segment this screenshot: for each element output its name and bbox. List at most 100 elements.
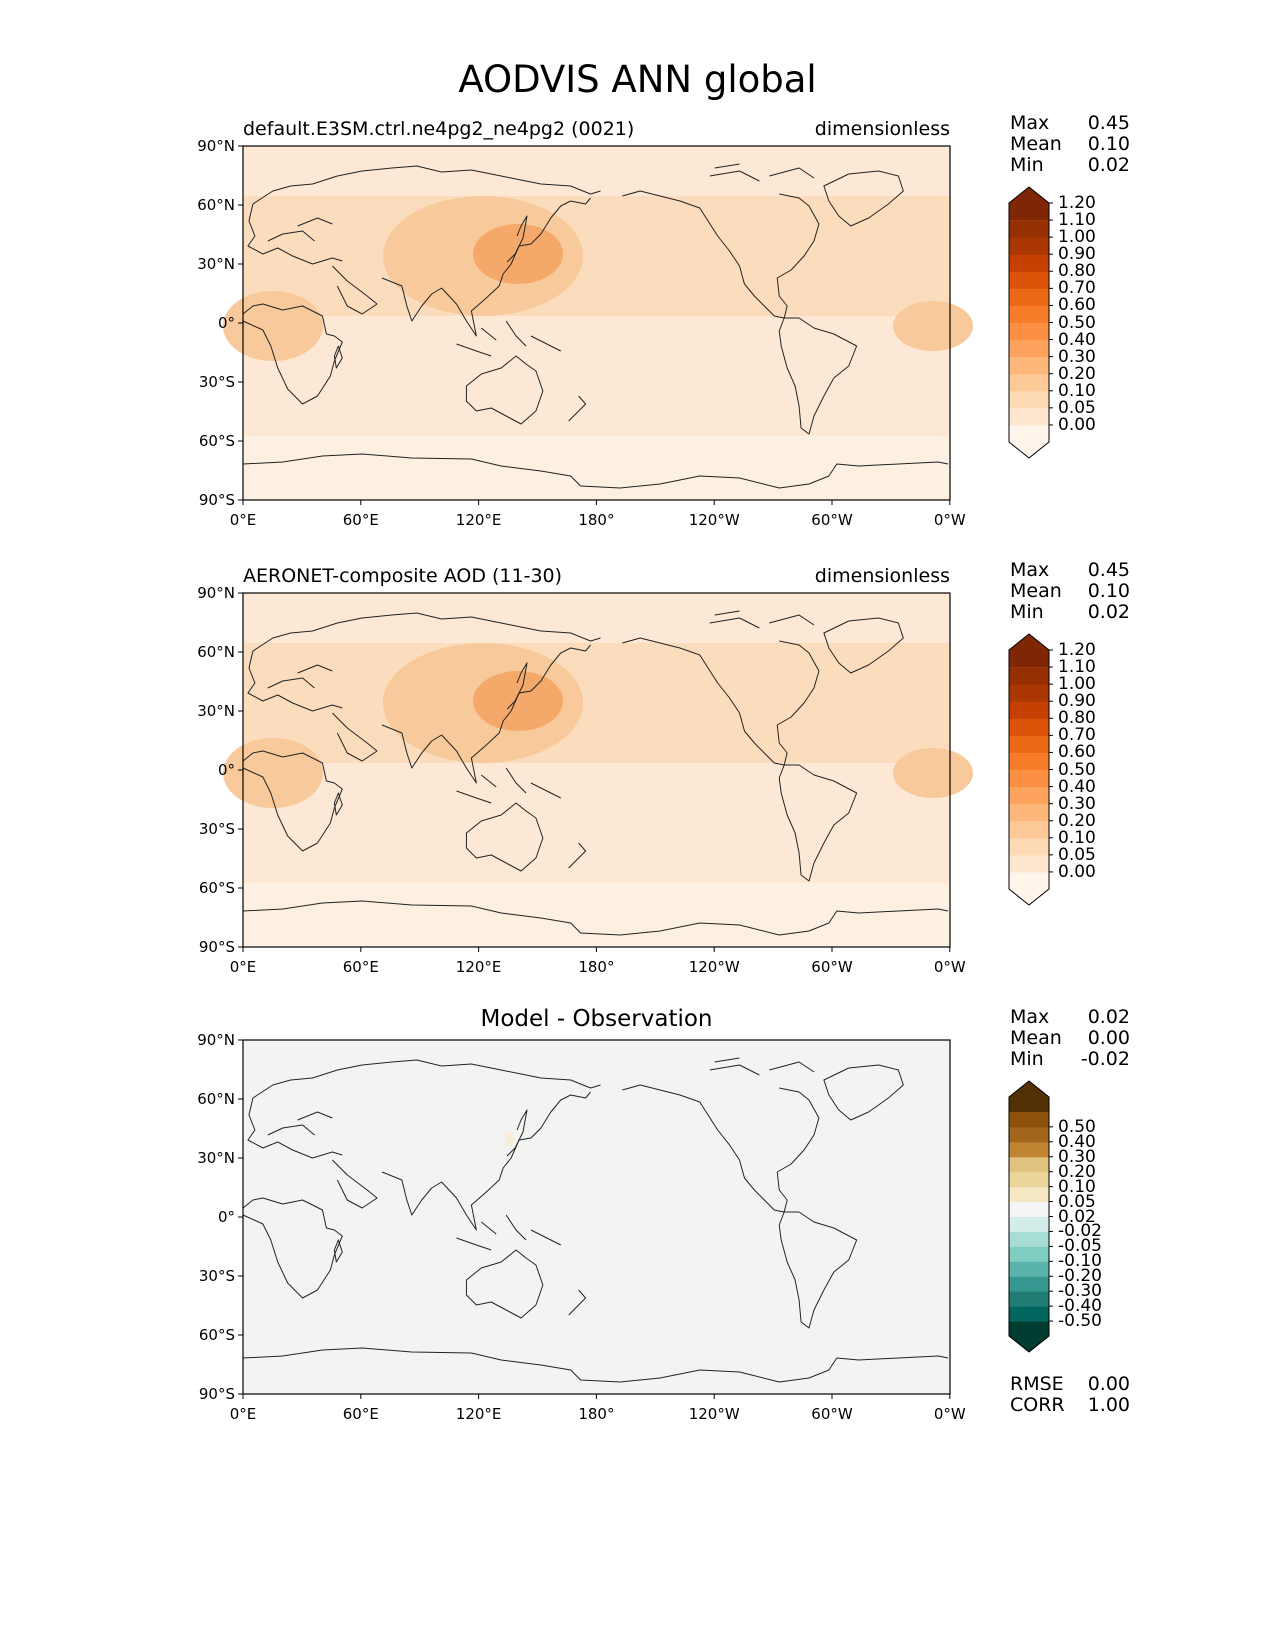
lon-axis: 0°E 60°E 120°E 180° 120°W 60°W 0°W (230, 947, 966, 976)
colorbar-tick-label: 0.40 (1058, 1131, 1096, 1152)
colorbar-tick-label: 1.20 (1058, 193, 1096, 213)
lat-tick-label: 0° (218, 1208, 235, 1226)
colorbar-segment (1009, 735, 1049, 753)
stat-label: Max (1010, 1006, 1050, 1028)
aerosol-plume-core (473, 671, 563, 731)
colorbar-tick-label: 0.00 (1058, 861, 1096, 882)
lat-tick-label: 60°S (199, 1326, 235, 1344)
lat-tick-label: 30°N (197, 255, 235, 273)
lon-tick-label: 120°W (689, 958, 740, 976)
colorbar-segment (1009, 786, 1049, 805)
colorbar-tick-label: 0.70 (1058, 725, 1096, 746)
stat-value: 0.02 (1087, 601, 1130, 623)
footer-stat-label: CORR (1010, 1394, 1065, 1416)
stat-value: 0.02 (1087, 154, 1130, 176)
colorbar-tick-label: -0.02 (1058, 1221, 1102, 1242)
colorbar-segment (1009, 1246, 1049, 1262)
colorbar-segment (1009, 305, 1049, 323)
map-plot: 90°N 60°N 30°N 0° 30°S 60°S 90°S 0°E 60°E 120°E 1… (197, 584, 973, 976)
colorbar-tick-label: 0.05 (1058, 1191, 1096, 1212)
lon-tick-label: 120°E (456, 511, 502, 529)
map-background (243, 1040, 950, 1394)
colorbar-tick-label: 0.90 (1058, 691, 1096, 712)
colorbar-tick-label: 0.10 (1058, 827, 1096, 848)
colorbar-tick-label: 0.80 (1058, 261, 1096, 282)
colorbar-tick-label: -0.40 (1058, 1296, 1102, 1317)
footer-stat-value: 0.00 (1087, 1373, 1130, 1395)
aerosol-low-band (243, 883, 950, 947)
colorbar-segment (1009, 684, 1049, 702)
colorbar-segment (1009, 254, 1049, 272)
colorbar-tick-label: -0.50 (1058, 1311, 1102, 1332)
lon-tick-label: 180° (578, 958, 614, 976)
colorbar-tick-label: 0.30 (1058, 793, 1096, 814)
colorbar-graphic (1008, 1080, 1053, 1353)
colorbar-segment (1009, 373, 1049, 392)
colorbar-segment (1009, 667, 1049, 685)
lat-tick-label: 90°S (199, 491, 235, 509)
colorbar-tick-label: -0.30 (1058, 1281, 1102, 1302)
aerosol-plume-africa (223, 738, 323, 808)
colorbar-tick-label: 0.20 (1058, 810, 1096, 831)
lon-tick-label: 120°E (456, 1405, 502, 1423)
lat-tick-label: 30°N (197, 702, 235, 720)
stat-value: 0.45 (1087, 112, 1130, 134)
panel-left-title: default.E3SM.ctrl.ne4pg2_ne4pg2 (0021) (243, 118, 635, 140)
lat-tick-label: 60°N (197, 196, 235, 214)
colorbar-segment (1009, 322, 1049, 341)
lon-tick-label: 0°W (934, 511, 966, 529)
stat-label: Mean (1010, 580, 1062, 602)
lon-tick-label: 0°E (230, 511, 257, 529)
footer-stat-value: 1.00 (1087, 1394, 1130, 1416)
lat-tick-label: 0° (218, 314, 235, 332)
panel-left-title: AERONET-composite AOD (11-30) (243, 565, 563, 587)
stat-label: Max (1010, 559, 1050, 581)
lat-tick-label: 90°N (197, 137, 235, 155)
colorbar-tick-label: -0.05 (1058, 1236, 1102, 1257)
colorbar-segment (1009, 356, 1049, 375)
stat-value: -0.02 (1080, 1048, 1130, 1070)
lat-tick-label: 90°N (197, 1031, 235, 1049)
colorbar-segment (1009, 339, 1049, 358)
aerosol-plume-atlantic (893, 748, 973, 798)
lat-tick-label: 60°N (197, 1090, 235, 1108)
stat-value: 0.00 (1087, 1027, 1130, 1049)
colorbar-tick-label: 0.20 (1058, 1161, 1096, 1182)
colorbar-tick-label: 0.80 (1058, 708, 1096, 729)
colorbar-tick-label: 0.00 (1058, 414, 1096, 435)
lat-axis: 90°N 60°N 30°N 0° 30°S 60°S 90°S (197, 584, 243, 956)
colorbar-segment (1009, 271, 1049, 289)
colorbar-segment (1009, 854, 1049, 873)
aerosol-plume-core (473, 224, 563, 284)
colorbar-segment (1009, 803, 1049, 822)
colorbar-segment (1009, 1321, 1049, 1352)
colorbar-tick-label: 0.50 (1058, 759, 1096, 780)
colorbar-segment (1009, 718, 1049, 736)
colorbar-segment (1009, 820, 1049, 839)
lon-axis: 0°E 60°E 120°E 180° 120°W 60°W 0°W (230, 1394, 966, 1423)
colorbar-segment (1009, 1201, 1049, 1217)
colorbar-segment (1009, 701, 1049, 719)
stat-label: Max (1010, 112, 1050, 134)
panel-units: dimensionless (814, 565, 950, 587)
colorbar-tick-label: 0.40 (1058, 776, 1096, 797)
colorbar-tick-label: 0.30 (1058, 346, 1096, 367)
colorbar-tick-label: 0.60 (1058, 742, 1096, 763)
colorbar-tick-label: 0.05 (1058, 844, 1096, 865)
aerosol-plume-atlantic (893, 301, 973, 351)
colorbar-tick-label: 0.50 (1058, 312, 1096, 333)
colorbar-outline (1008, 186, 1050, 459)
stat-value: 0.02 (1087, 1006, 1130, 1028)
colorbar-segment (1009, 871, 1049, 905)
lat-tick-label: 30°S (199, 373, 235, 391)
colorbar-graphic (1008, 633, 1053, 906)
colorbar-outline (1008, 633, 1050, 906)
colorbar-tick-label: 1.00 (1058, 227, 1096, 248)
colorbar-tick-label: -0.10 (1058, 1251, 1102, 1272)
colorbar-segment (1009, 237, 1049, 255)
lat-tick-label: 60°S (199, 432, 235, 450)
colorbar-tick-label: 0.10 (1058, 1176, 1096, 1197)
lon-tick-label: 60°W (811, 511, 853, 529)
colorbar-graphic (1008, 186, 1053, 459)
lon-tick-label: 0°E (230, 1405, 257, 1423)
